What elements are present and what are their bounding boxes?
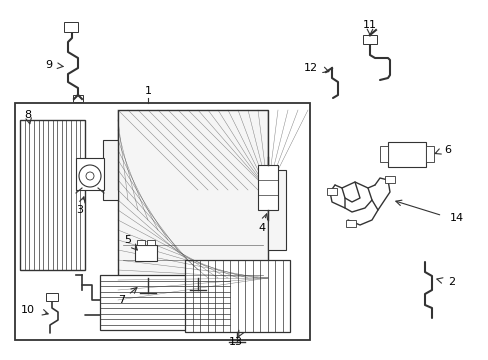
Text: 8: 8 [24,110,32,120]
Text: 7: 7 [118,295,125,305]
Circle shape [86,172,94,180]
Text: 1: 1 [144,86,151,96]
Text: 3: 3 [76,205,83,215]
Bar [387,142,425,167]
Text: 9: 9 [45,60,52,70]
Bar [73,95,83,102]
Bar [135,245,157,261]
Text: 14: 14 [449,213,463,223]
Bar [425,146,433,162]
Bar [379,146,387,162]
Bar [20,120,85,270]
Text: 10: 10 [21,305,35,315]
Bar [258,165,278,210]
Text: 11: 11 [362,20,376,30]
Bar [64,22,78,32]
Text: 5: 5 [124,235,131,245]
Bar [137,240,145,245]
Bar [326,188,336,195]
Text: 13: 13 [228,337,243,347]
Bar [346,220,355,227]
Bar [147,240,155,245]
Bar [362,35,376,44]
Bar [384,176,394,183]
Text: 4: 4 [258,223,265,233]
Bar [267,170,285,250]
Bar [76,158,104,190]
Bar [46,293,58,301]
Bar [100,275,229,330]
Bar [118,110,267,278]
Text: 6: 6 [443,145,450,155]
Text: 12: 12 [303,63,317,73]
Bar [103,140,118,200]
Text: 2: 2 [447,277,454,287]
Circle shape [79,165,101,187]
Bar [184,260,289,332]
Bar [15,103,309,340]
